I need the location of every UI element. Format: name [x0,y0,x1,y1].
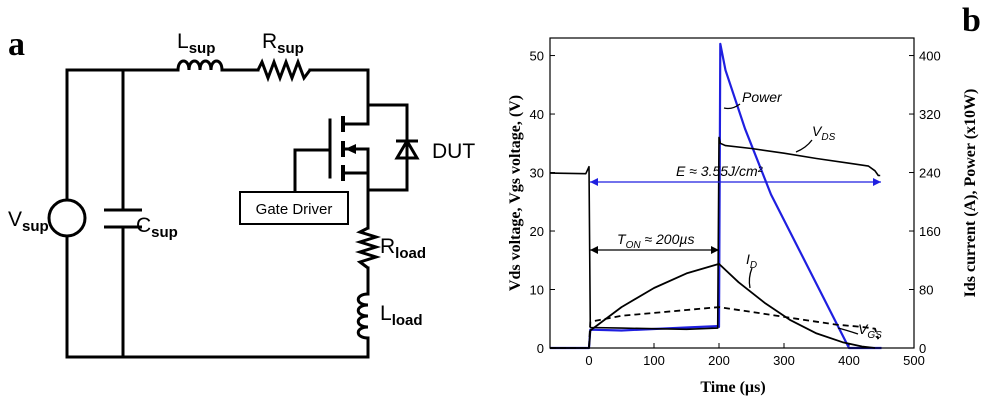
circuit-diagram: Gate Driver Lsup Rsup Vsup Csup Rload Ll… [8,30,475,359]
id-annotation: ID [746,251,757,271]
y-left-tick-label: 0 [537,341,544,356]
vgs-annotation: VGS [858,321,882,341]
x-tick-label: 500 [903,353,925,368]
y-left-tick-label: 20 [530,224,544,239]
energy-annotation: E ≈ 3.55J/cm² [676,163,764,179]
power-pointer [723,103,741,110]
lload-inductor [356,292,369,340]
vds-pointer [795,139,813,153]
plot-frame [549,37,915,349]
lsup-inductor [176,59,224,71]
dut-label: DUT [432,140,475,163]
y-left-tick-label: 30 [530,166,544,181]
x-tick-label: 100 [643,353,665,368]
series-line-v-gs [550,306,880,349]
y-left-tick-label: 50 [530,49,544,64]
x-tick-label: 200 [708,353,730,368]
x-tick-label: 0 [585,353,592,368]
y-axis-left-title: Vds voltage, Vgs voltage, (V) [507,95,524,291]
panel-b-label: b [962,2,981,39]
y-right-tick-label: 320 [919,107,941,122]
x-tick-label: 400 [838,353,860,368]
y-left-tick-label: 10 [530,283,544,298]
vsup-label: Vsup [8,208,49,235]
series-line-i-d [550,262,876,349]
y-right-tick-label: 80 [919,283,933,298]
gate-driver-label: Gate Driver [256,201,333,218]
power-annotation: Power [742,89,783,105]
x-tick-label: 300 [773,353,795,368]
y-right-tick-label: 400 [919,49,941,64]
vgs-pointer [837,327,859,335]
lsup-label: Lsup [177,30,215,57]
panel-a-label: a [8,26,25,63]
ton-annotation: TON ≈ 200µs [617,231,694,251]
x-axis-title: Time (µs) [700,379,765,396]
rload-resistor [354,226,382,270]
y-left-tick-label: 40 [530,107,544,122]
series-line-v-ds [549,136,881,331]
lload-label: Lload [380,302,423,329]
id-pointer [748,267,753,289]
y-right-tick-label: 240 [919,166,941,181]
series-line-power [550,42,882,350]
rsup-label: Rsup [262,30,304,57]
vds-annotation: VDS [812,123,836,143]
y-right-tick-label: 0 [919,341,926,356]
gate-driver-box [239,191,349,225]
y-right-tick-label: 160 [919,224,941,239]
rsup-resistor [256,57,312,83]
rload-label: Rload [380,235,426,262]
csup-label: Csup [136,214,178,241]
y-axis-right-title: Ids current (A), Power (x10W) [962,89,979,298]
